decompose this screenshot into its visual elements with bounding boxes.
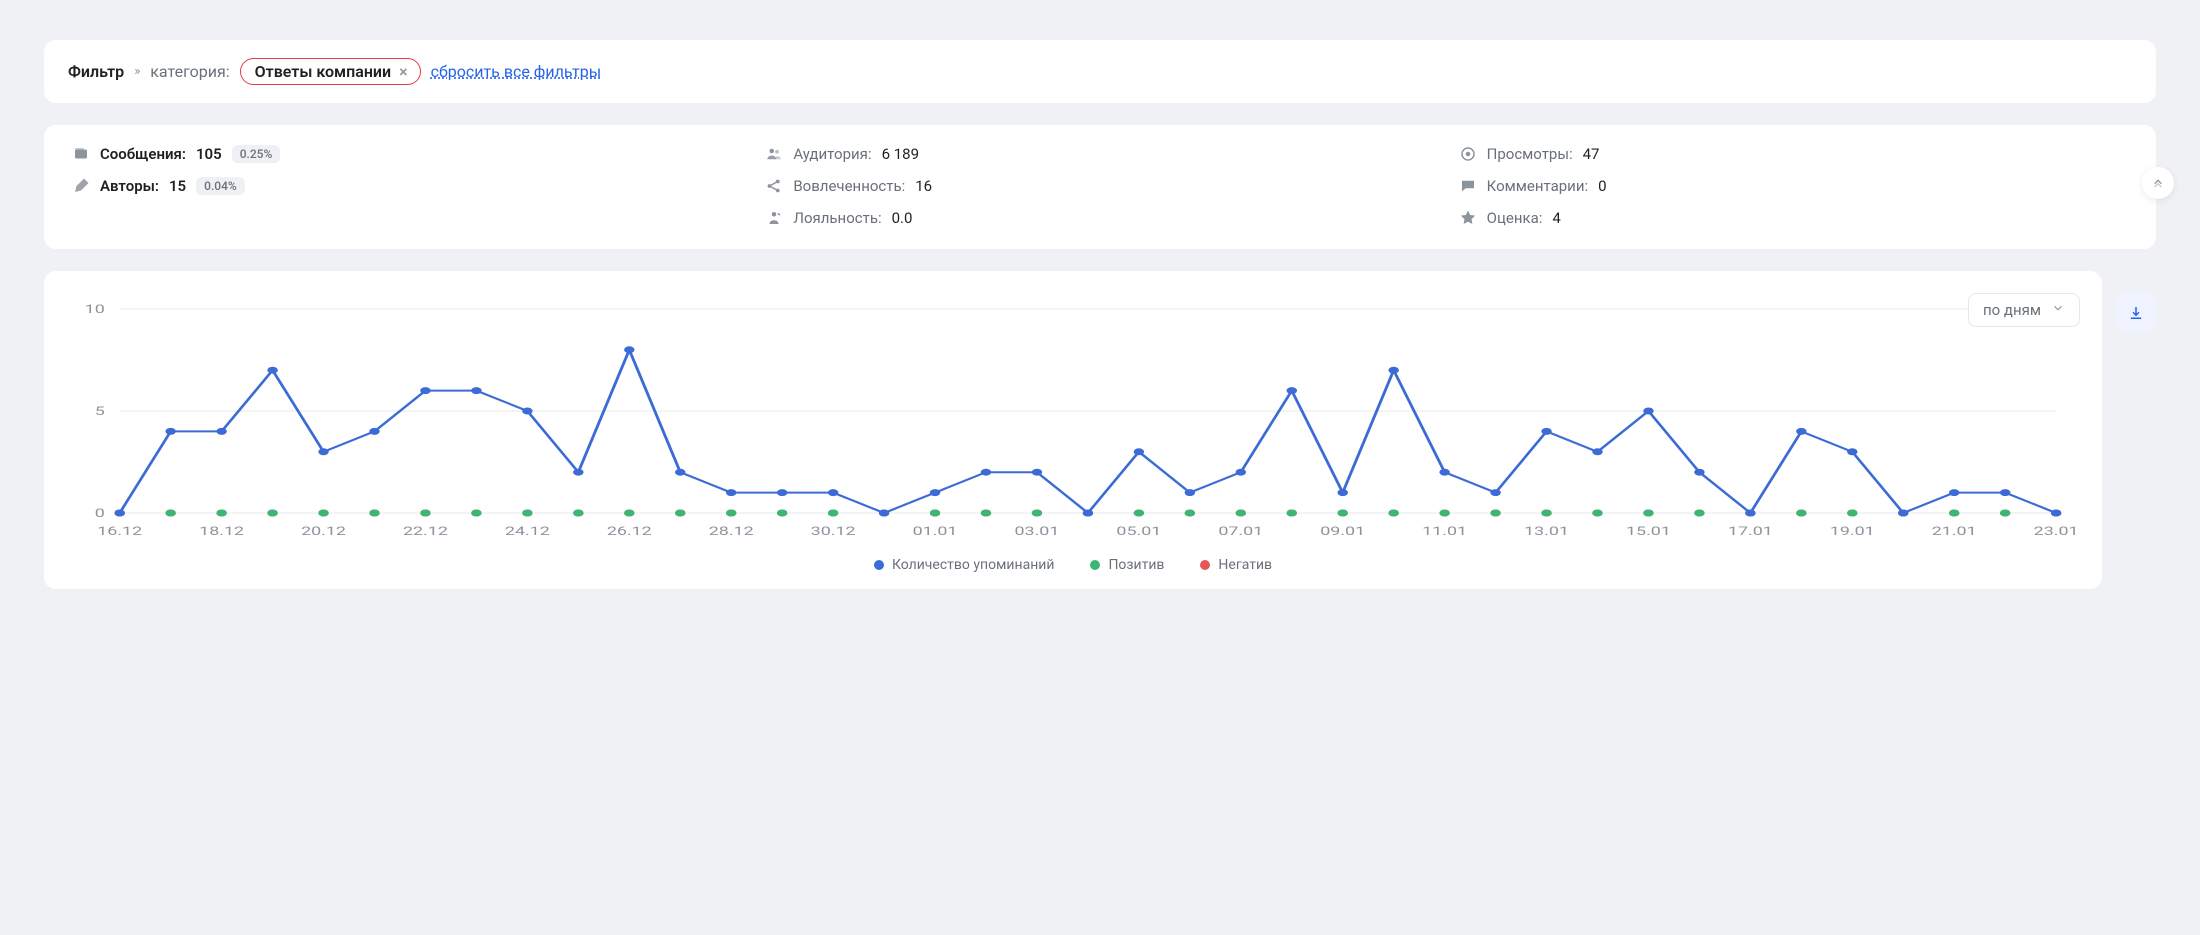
filter-title: Фильтр bbox=[68, 62, 124, 81]
chevron-down-icon bbox=[2051, 301, 2065, 319]
reset-filters-link[interactable]: сбросить все фильтры bbox=[431, 62, 601, 81]
star-icon bbox=[1459, 209, 1477, 227]
chevron-right-icon: » bbox=[134, 64, 140, 79]
legend-mentions[interactable]: Количество упоминаний bbox=[874, 557, 1055, 573]
authors-icon bbox=[72, 177, 90, 195]
chart-legend: Количество упоминаний Позитив Негатив bbox=[66, 557, 2080, 573]
svg-text:23.01: 23.01 bbox=[2034, 524, 2079, 538]
stats-panel: Сообщения: 105 0.25% Аудитория: 6 189 Пр… bbox=[44, 125, 2156, 249]
stat-value: 105 bbox=[196, 145, 222, 163]
filter-category-label: категория: bbox=[150, 62, 229, 81]
stat-badge: 0.04% bbox=[196, 177, 245, 195]
svg-text:21.01: 21.01 bbox=[1932, 524, 1977, 538]
stat-label: Комментарии: bbox=[1487, 177, 1588, 195]
stat-rating: Оценка: 4 bbox=[1459, 209, 2128, 227]
stat-audience: Аудитория: 6 189 bbox=[765, 145, 1434, 163]
svg-text:01.01: 01.01 bbox=[913, 524, 958, 538]
svg-text:03.01: 03.01 bbox=[1015, 524, 1060, 538]
loyalty-icon bbox=[765, 209, 783, 227]
legend-dot-positive bbox=[1090, 560, 1100, 570]
messages-icon bbox=[72, 145, 90, 163]
svg-text:05.01: 05.01 bbox=[1116, 524, 1161, 538]
stat-label: Сообщения: bbox=[100, 145, 186, 163]
legend-positive[interactable]: Позитив bbox=[1090, 557, 1164, 573]
legend-label: Количество упоминаний bbox=[892, 557, 1055, 573]
stat-value: 0.0 bbox=[892, 209, 913, 227]
close-icon[interactable]: × bbox=[399, 64, 408, 80]
svg-text:0: 0 bbox=[95, 506, 105, 520]
svg-text:11.01: 11.01 bbox=[1422, 524, 1467, 538]
svg-text:18.12: 18.12 bbox=[199, 524, 244, 538]
stat-engagement: Вовлеченность: 16 bbox=[765, 177, 1434, 195]
audience-icon bbox=[765, 145, 783, 163]
mentions-chart: 0 5 10 16.12 18.12 20.12 22.12 24.12 26.12 28.12 3… bbox=[66, 293, 2080, 543]
stat-label: Аудитория: bbox=[793, 145, 871, 163]
svg-text:24.12: 24.12 bbox=[505, 524, 550, 538]
comments-icon bbox=[1459, 177, 1477, 195]
scroll-top-button[interactable] bbox=[2142, 167, 2174, 199]
svg-text:26.12: 26.12 bbox=[607, 524, 652, 538]
stat-messages: Сообщения: 105 0.25% bbox=[72, 145, 741, 163]
stat-value: 0 bbox=[1598, 177, 1606, 195]
legend-label: Негатив bbox=[1218, 557, 1272, 573]
svg-text:20.12: 20.12 bbox=[301, 524, 346, 538]
svg-text:19.01: 19.01 bbox=[1830, 524, 1875, 538]
stat-label: Лояльность: bbox=[793, 209, 881, 227]
stat-badge: 0.25% bbox=[232, 145, 281, 163]
stat-label: Оценка: bbox=[1487, 209, 1543, 227]
stat-label: Просмотры: bbox=[1487, 145, 1573, 163]
stat-value: 15 bbox=[169, 177, 186, 195]
legend-dot-negative bbox=[1200, 560, 1210, 570]
stat-authors: Авторы: 15 0.04% bbox=[72, 177, 741, 195]
stat-loyalty: Лояльность: 0.0 bbox=[765, 209, 1434, 227]
svg-text:13.01: 13.01 bbox=[1524, 524, 1569, 538]
stat-value: 6 189 bbox=[882, 145, 919, 163]
legend-negative[interactable]: Негатив bbox=[1200, 557, 1272, 573]
svg-text:09.01: 09.01 bbox=[1320, 524, 1365, 538]
stat-value: 47 bbox=[1583, 145, 1600, 163]
svg-text:5: 5 bbox=[95, 404, 105, 418]
svg-text:07.01: 07.01 bbox=[1218, 524, 1263, 538]
stat-value: 16 bbox=[915, 177, 932, 195]
stat-label: Вовлеченность: bbox=[793, 177, 905, 195]
svg-text:10: 10 bbox=[85, 302, 105, 316]
stat-comments: Комментарии: 0 bbox=[1459, 177, 2128, 195]
svg-text:17.01: 17.01 bbox=[1728, 524, 1773, 538]
filter-chip-text: Ответы компании bbox=[255, 62, 392, 81]
download-button[interactable] bbox=[2116, 293, 2156, 333]
filter-chip[interactable]: Ответы компании × bbox=[240, 58, 421, 85]
svg-text:28.12: 28.12 bbox=[709, 524, 754, 538]
svg-text:30.12: 30.12 bbox=[811, 524, 856, 538]
filter-panel: Фильтр » категория: Ответы компании × сб… bbox=[44, 40, 2156, 103]
chart-panel: по дням 0 5 10 16.12 18.12 20.12 22.12 24.12 26.… bbox=[44, 271, 2102, 589]
views-icon bbox=[1459, 145, 1477, 163]
dropdown-label: по дням bbox=[1983, 301, 2041, 319]
stat-label: Авторы: bbox=[100, 177, 159, 195]
svg-text:16.12: 16.12 bbox=[97, 524, 142, 538]
share-icon bbox=[765, 177, 783, 195]
stat-views: Просмотры: 47 bbox=[1459, 145, 2128, 163]
stat-empty bbox=[72, 209, 741, 227]
svg-text:22.12: 22.12 bbox=[403, 524, 448, 538]
svg-text:15.01: 15.01 bbox=[1626, 524, 1671, 538]
legend-label: Позитив bbox=[1108, 557, 1164, 573]
stat-value: 4 bbox=[1552, 209, 1560, 227]
legend-dot-mentions bbox=[874, 560, 884, 570]
granularity-dropdown[interactable]: по дням bbox=[1968, 293, 2080, 327]
